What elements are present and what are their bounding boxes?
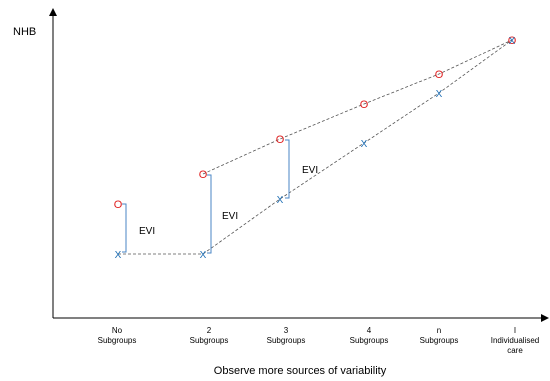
evi-bracket-1	[122, 203, 127, 253]
o-marker-1: O	[114, 199, 123, 211]
o-marker-3: O	[276, 134, 285, 146]
x-marker-1: X	[115, 250, 122, 261]
category-label-3-line1: 3	[284, 326, 289, 335]
evi-label-2: EVI	[222, 211, 238, 222]
category-label-6-line2: Individualised	[491, 336, 539, 345]
o-dashed-line	[202, 39, 513, 175]
dashed-lines	[118, 39, 513, 255]
category-labels: No Subgroups 2 Subgroups 3 Subgroups 4 S…	[98, 326, 540, 355]
category-label-2-line1: 2	[207, 326, 212, 335]
x-marker-6: X	[509, 36, 516, 47]
category-label-2-line2: Subgroups	[190, 336, 229, 345]
evi-label-3: EVI	[302, 165, 318, 176]
o-markers: O O O O O O	[114, 35, 517, 211]
x-axis-label: Observe more sources of variability	[214, 365, 387, 377]
x-marker-3: X	[277, 195, 284, 206]
evi-bracket-3	[285, 139, 290, 199]
evi-brackets	[122, 139, 290, 254]
x-marker-2: X	[200, 250, 207, 261]
x-dashed-line	[118, 39, 513, 255]
category-label-4-line1: 4	[367, 326, 372, 335]
category-label-5-line1: n	[437, 326, 441, 335]
category-label-3-line2: Subgroups	[267, 336, 306, 345]
evi-bracket-2	[207, 174, 212, 254]
category-label-1-line2: Subgroups	[98, 336, 137, 345]
category-label-1-line1: No	[112, 326, 123, 335]
o-marker-5: O	[435, 69, 444, 81]
x-markers: X X X X X X	[115, 36, 516, 261]
category-label-6-line1: I	[514, 326, 516, 335]
o-marker-6: O	[508, 35, 517, 47]
category-label-4-line2: Subgroups	[350, 336, 389, 345]
y-axis-label: NHB	[13, 26, 36, 38]
o-marker-4: O	[360, 99, 369, 111]
x-marker-4: X	[361, 139, 368, 150]
x-marker-5: X	[436, 89, 443, 100]
category-label-5-line2: Subgroups	[420, 336, 459, 345]
evi-label-1: EVI	[139, 226, 155, 237]
o-marker-2: O	[199, 169, 208, 181]
category-label-6-line3: care	[507, 346, 523, 355]
